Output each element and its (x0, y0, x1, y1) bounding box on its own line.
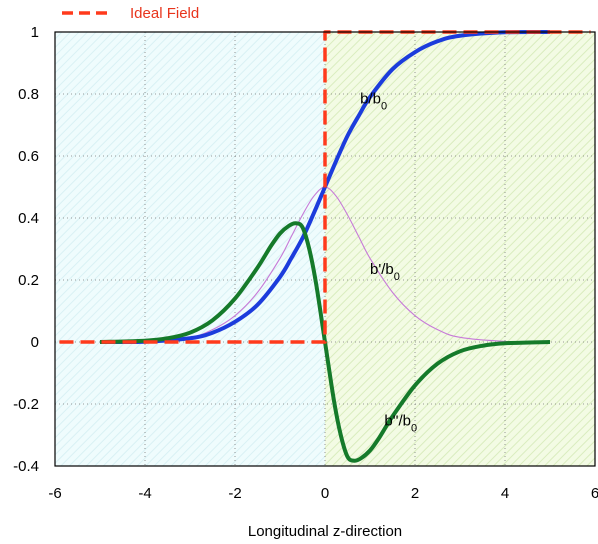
y-tick-label: 1 (31, 24, 39, 41)
series-line-ideal field (59, 30, 591, 344)
region-left (55, 32, 325, 466)
x-tick-label: 6 (591, 485, 598, 502)
curve-label-2: b''/b0 (384, 413, 417, 435)
legend: Ideal Field (62, 5, 199, 22)
x-tick-label: 2 (411, 485, 419, 502)
y-tick-label: -0.4 (13, 458, 39, 475)
y-tick-label: 0.6 (18, 148, 39, 165)
y-tick-label: 0 (31, 334, 39, 351)
plot-frame (54, 31, 596, 467)
curve-label-0: b/b0 (360, 90, 387, 112)
y-tick-label: 0.4 (18, 210, 39, 227)
y-tick-label: 0.8 (18, 86, 39, 103)
legend-label-ideal-field: Ideal Field (130, 5, 199, 22)
region-right (325, 32, 595, 466)
background-regions (55, 32, 595, 466)
x-axis-label: Longitudinal z-direction (248, 523, 402, 540)
x-tick-label: 0 (321, 485, 329, 502)
curve-label-1: b'/b0 (370, 261, 400, 283)
x-tick-label: -4 (138, 485, 151, 502)
x-tick-label: -2 (228, 485, 241, 502)
y-tick-label: 0.2 (18, 272, 39, 289)
y-tick-label: -0.2 (13, 396, 39, 413)
y-axis-ticks: -0.4 -0.2 0 0.2 0.4 0.6 0.8 1 (13, 24, 39, 475)
x-axis-ticks: -6 -4 -2 0 2 4 6 (48, 485, 598, 502)
x-tick-label: -6 (48, 485, 61, 502)
curve-annotations: b/b0 b'/b0 b''/b0 (360, 90, 417, 434)
x-tick-label: 4 (501, 485, 509, 502)
plot-series (59, 29, 591, 463)
